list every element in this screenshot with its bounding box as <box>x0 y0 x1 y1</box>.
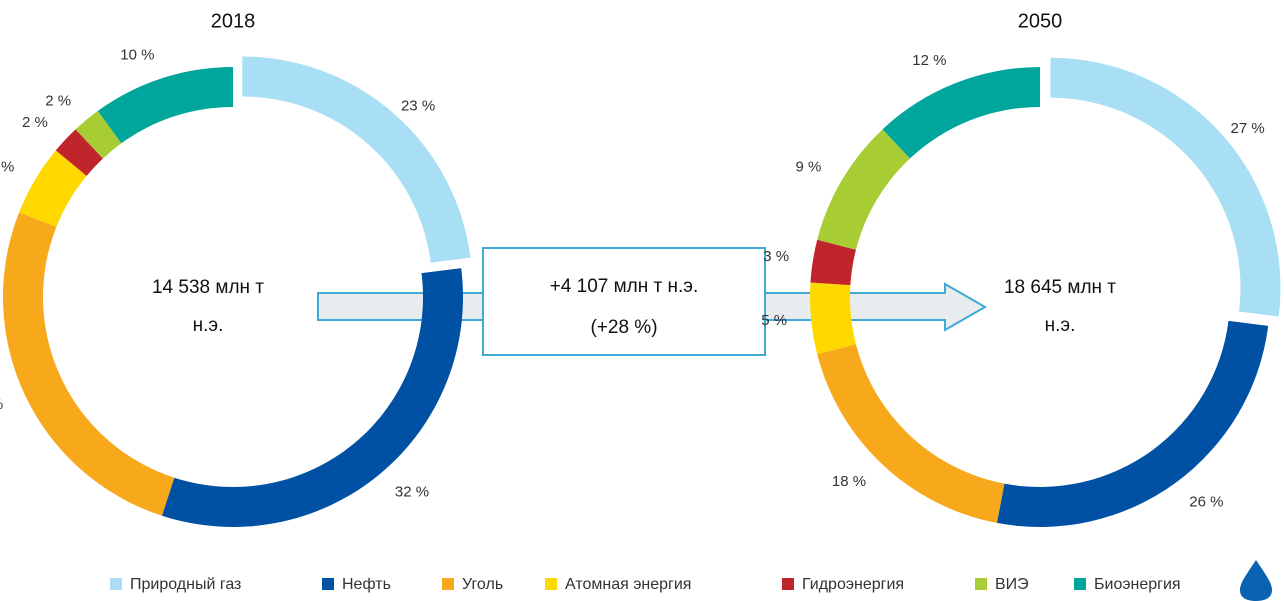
center-label: н.э. <box>193 315 224 336</box>
pie-slice <box>817 129 910 250</box>
data-label: 26 % <box>1189 493 1223 510</box>
legend-label: Биоэнергия <box>1094 576 1181 593</box>
chart-title: 2050 <box>1018 10 1063 32</box>
legend-swatch <box>322 578 334 590</box>
data-label: 2 % <box>45 92 71 109</box>
center-label: 18 645 млн т <box>1004 277 1116 298</box>
legend-swatch <box>545 578 557 590</box>
data-label: 23 % <box>401 97 435 114</box>
change-text: (+28 %) <box>590 317 657 338</box>
pie-slice <box>996 320 1269 527</box>
center-label: 14 538 млн т <box>152 277 264 298</box>
pie-slice <box>97 67 234 144</box>
pie-slice <box>161 268 463 527</box>
legend-swatch <box>110 578 122 590</box>
legend-label: Атомная энергия <box>565 576 691 593</box>
pie-slice <box>19 150 87 228</box>
pie-slice <box>75 110 122 159</box>
pie-slice <box>1050 57 1281 317</box>
logo <box>1240 560 1272 601</box>
data-label: 27 % <box>1231 120 1265 137</box>
pie-slice <box>55 129 103 176</box>
center-label: н.э. <box>1045 315 1076 336</box>
data-label: 18 % <box>832 473 866 490</box>
chart-title: 2018 <box>211 10 256 32</box>
legend-label: Гидроэнергия <box>802 576 904 593</box>
pie-slice <box>817 344 1005 523</box>
data-label: 2 % <box>22 114 48 131</box>
change-text: +4 107 млн т н.э. <box>550 276 699 297</box>
pie-slice <box>2 212 175 516</box>
pie-slice <box>882 67 1040 159</box>
pie-slice <box>810 239 856 286</box>
legend-label: Нефть <box>342 576 391 593</box>
change-box <box>482 247 766 356</box>
data-label: 5 % <box>761 312 787 329</box>
legend-label: Уголь <box>462 576 503 593</box>
data-label: 3 % <box>763 248 789 265</box>
data-label: 12 % <box>912 52 946 69</box>
data-label: 26 % <box>0 396 3 413</box>
legend-label: Природный газ <box>130 576 241 593</box>
data-label: 10 % <box>120 46 154 63</box>
pie-slice <box>810 282 856 355</box>
legend-swatch <box>975 578 987 590</box>
legend-label: ВИЭ <box>995 576 1029 593</box>
pie-slice <box>242 56 471 263</box>
data-label: 5 % <box>0 159 14 176</box>
legend-swatch <box>1074 578 1086 590</box>
legend-swatch <box>782 578 794 590</box>
data-label: 32 % <box>395 484 429 501</box>
data-label: 9 % <box>796 159 822 176</box>
legend-swatch <box>442 578 454 590</box>
